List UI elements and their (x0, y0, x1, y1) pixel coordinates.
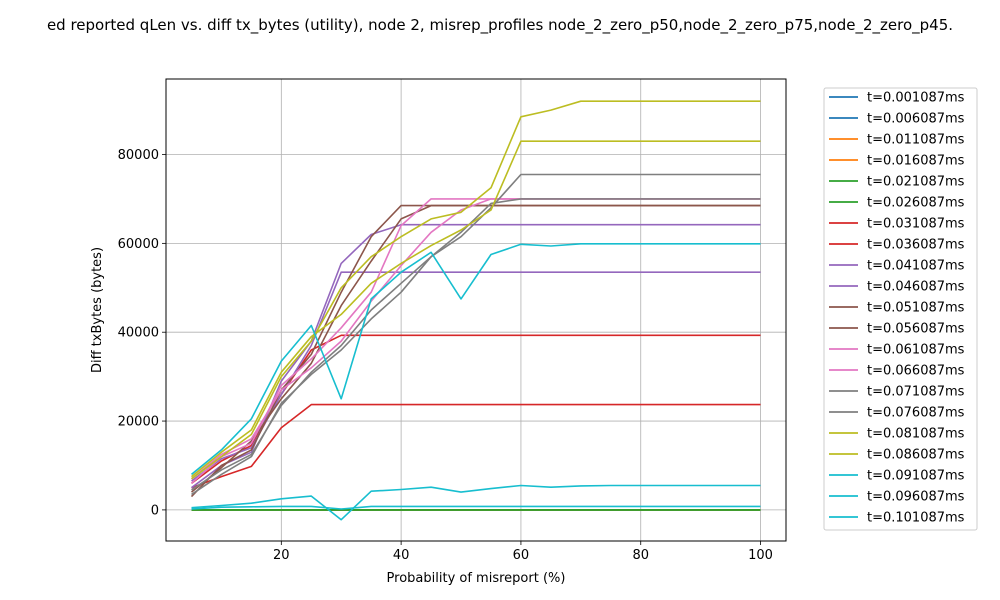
series-line-21 (191, 505, 761, 510)
y-tick-label: 60000 (118, 237, 159, 252)
legend-label: t=0.071087ms (867, 385, 965, 400)
y-axis-label: Diff txBytes (bytes) (90, 247, 105, 373)
legend-label: t=0.031087ms (867, 217, 965, 232)
grid (166, 79, 786, 541)
series-lines (190, 100, 761, 521)
series-line-8 (191, 334, 761, 484)
legend-label: t=0.021087ms (867, 175, 965, 190)
series-line-10 (191, 223, 761, 489)
legend-label: t=0.006087ms (867, 112, 965, 127)
legend-label: t=0.086087ms (867, 448, 965, 463)
series-line-11 (190, 204, 761, 498)
x-tick-label: 40 (393, 548, 410, 563)
x-tick-label: 100 (748, 548, 773, 563)
legend-label: t=0.011087ms (867, 133, 965, 148)
legend-label: t=0.096087ms (867, 490, 965, 505)
plot-frame (165, 78, 787, 542)
legend-label: t=0.046087ms (867, 280, 965, 295)
legend-frame (823, 87, 978, 531)
legend-label: t=0.081087ms (867, 427, 965, 442)
series-line-12 (190, 204, 761, 493)
legend-label: t=0.051087ms (867, 301, 965, 316)
series-line-13 (190, 198, 761, 484)
y-tick-label: 40000 (118, 326, 159, 341)
legend-label: t=0.066087ms (867, 364, 965, 379)
y-tick-label: 0 (151, 503, 159, 518)
x-tick-label: 60 (513, 548, 530, 563)
series-line-20 (191, 484, 761, 521)
legend-label: t=0.091087ms (867, 469, 965, 484)
x-axis-label: Probability of misreport (%) (387, 571, 566, 586)
series-line-16 (191, 198, 761, 491)
legend-label: t=0.061087ms (867, 343, 965, 358)
series-line-14 (190, 198, 761, 480)
legend: t=0.001087ms t=0.006087ms t=0.011087ms t=0.… (823, 87, 978, 531)
series-line-7 (191, 403, 761, 489)
legend-label: t=0.041087ms (867, 259, 965, 274)
axis-ticks: 20 40 60 80 100 0 20000 40000 60000 80000 (118, 148, 773, 563)
series-line-9 (191, 271, 761, 482)
legend-label: t=0.056087ms (867, 322, 965, 337)
legend-label: t=0.036087ms (867, 238, 965, 253)
x-tick-label: 20 (273, 548, 290, 563)
series-line-19 (190, 243, 761, 476)
legend-label: t=0.001087ms (867, 91, 965, 106)
y-tick-label: 80000 (118, 148, 159, 163)
chart-title: ed reported qLen vs. diff tx_bytes (util… (47, 16, 953, 35)
y-tick-label: 20000 (118, 415, 159, 430)
legend-label: t=0.101087ms (867, 511, 965, 526)
series-line-18 (190, 140, 761, 478)
x-tick-label: 80 (632, 548, 649, 563)
series-line-15 (191, 173, 761, 496)
series-line-17 (191, 100, 761, 480)
legend-label: t=0.026087ms (867, 196, 965, 211)
legend-label: t=0.076087ms (867, 406, 965, 421)
legend-label: t=0.016087ms (867, 154, 965, 169)
